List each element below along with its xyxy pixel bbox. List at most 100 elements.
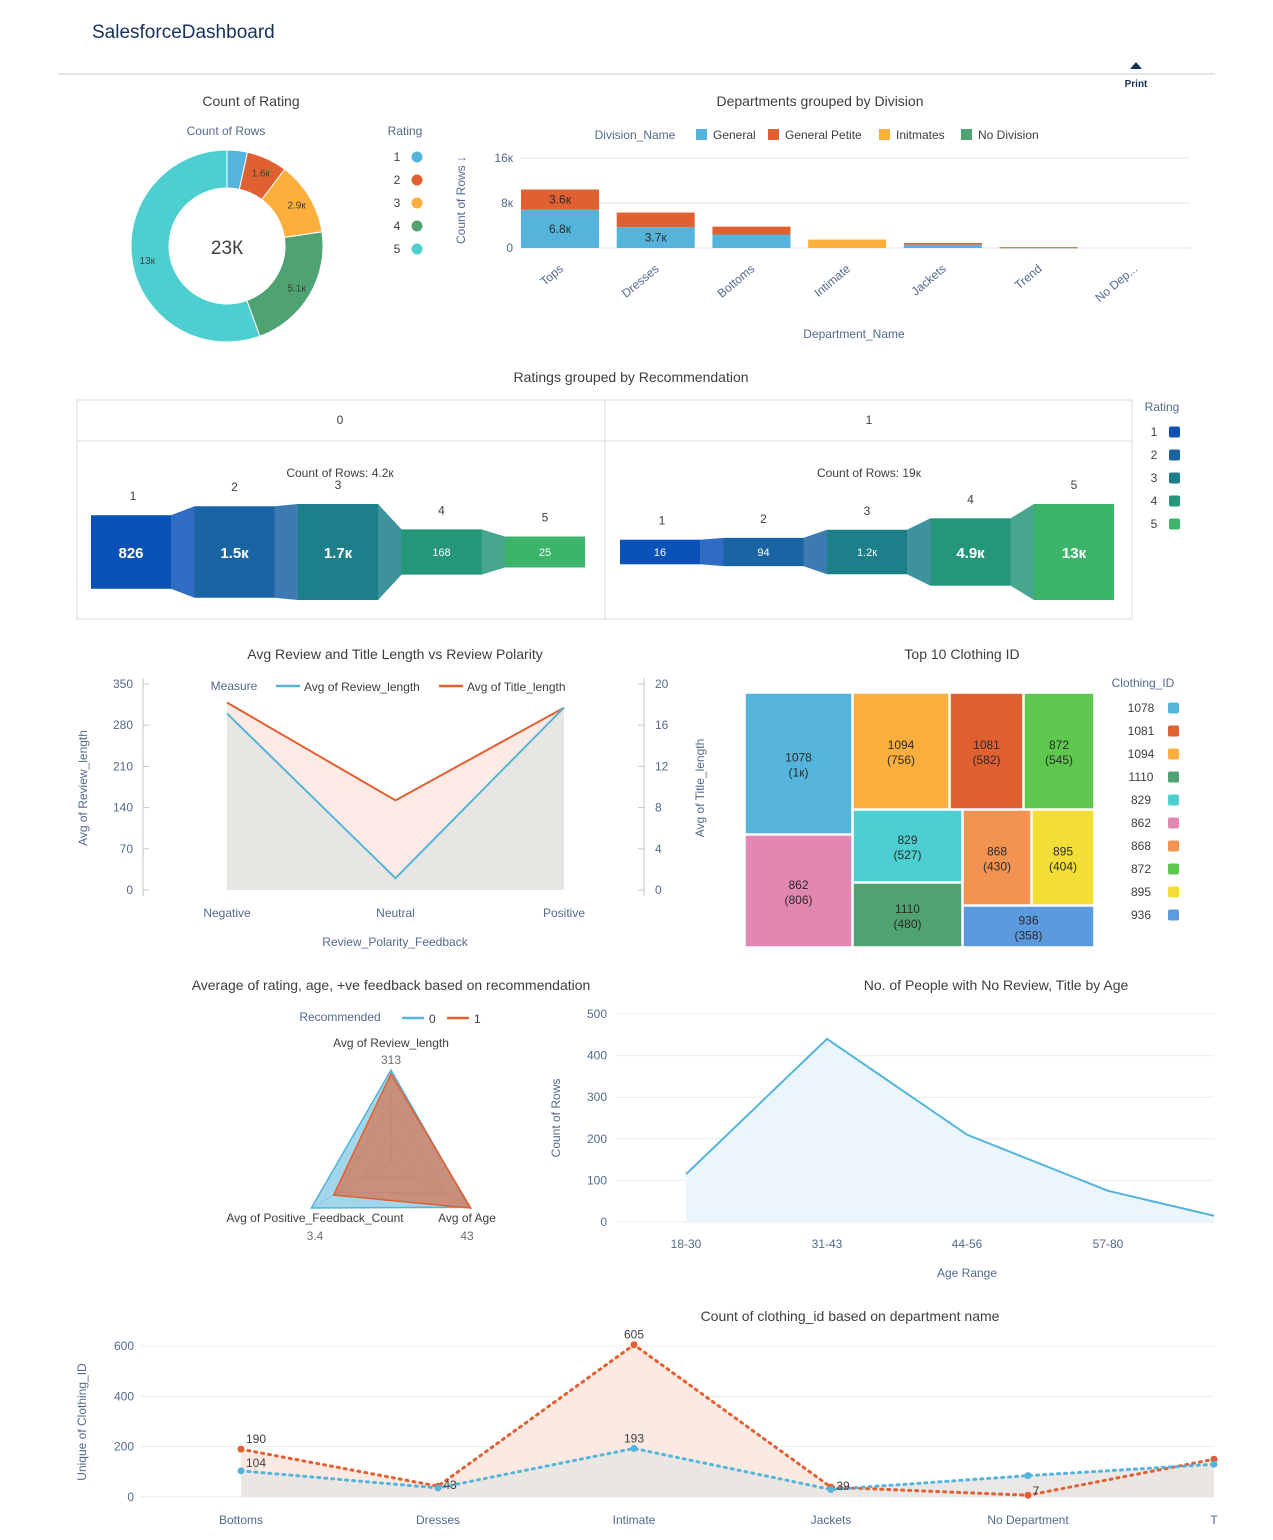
no-review-title: No. of People with No Review, Title by A… xyxy=(864,977,1129,993)
review-title-widget[interactable]: Avg Review and Title Length vs Review Po… xyxy=(76,646,707,949)
rating-legend-swatch xyxy=(411,174,423,186)
rec-legend-swatch xyxy=(1169,518,1180,530)
rating-donut-widget[interactable]: Count of Rating Count of Rows 1.6к 2.9к 5.… xyxy=(130,93,423,343)
clothing-legend-title: Clothing_ID xyxy=(1112,676,1175,690)
no-review-line xyxy=(685,1037,1215,1217)
treemap-cell-id: 1110 xyxy=(895,902,920,916)
clothing-legend-swatch xyxy=(1168,794,1179,806)
clothing-legend-label: 862 xyxy=(1131,816,1151,830)
funnel-step-4 xyxy=(401,529,482,575)
clothing-legend-swatch xyxy=(1168,748,1179,760)
review-title-x-tick: Negative xyxy=(203,906,251,920)
print-button[interactable]: Print xyxy=(1114,58,1158,98)
measure-legend-label: Avg of Review_length xyxy=(304,680,420,694)
treemap-cell-id: 862 xyxy=(788,878,808,892)
review-title-y2label: Avg of Title_length xyxy=(693,739,707,838)
division-legend-label: General xyxy=(713,128,756,142)
clothing-dept-y-tick: 200 xyxy=(114,1440,134,1454)
clothing-legend-swatch xyxy=(1168,817,1179,829)
funnel-rating-label: 3 xyxy=(335,478,342,492)
division-bars: 6.8к 3.6к 3.7к xyxy=(521,189,1078,249)
division-bar-label: 3.7к xyxy=(645,231,668,245)
donut-slices: 1.6к 2.9к 5.1к 13к xyxy=(130,149,324,343)
right-y-tick: 8 xyxy=(655,801,662,815)
no-review-widget[interactable]: No. of People with No Review, Title by A… xyxy=(549,977,1215,1280)
funnel-value-label: 25 xyxy=(539,547,551,559)
rec-legend-swatch xyxy=(1169,495,1180,507)
division-legend: General General Petite Initmates No Divisio… xyxy=(696,128,1039,142)
treemap-cell-value: (545) xyxy=(1045,753,1073,767)
division-bar-Jackets-General xyxy=(903,244,982,248)
avg-radar-widget[interactable]: Average of rating, age, +ve feedback bas… xyxy=(192,977,591,1243)
funnel-value-label: 13к xyxy=(1062,545,1087,562)
clothing-dept-x-tick: T xyxy=(1210,1513,1218,1527)
no-review-x-tick: 57-80 xyxy=(1093,1237,1124,1251)
division-y-tick: 16к xyxy=(494,151,513,165)
division-legend-label: No Division xyxy=(978,128,1039,142)
rating-legend-swatch xyxy=(411,151,423,163)
clothing-dept-ylabel: Unique of Clothing_ID xyxy=(75,1363,89,1481)
rating-legend-label: 4 xyxy=(394,219,401,233)
right-y-tick: 4 xyxy=(655,842,662,856)
division-bar-Dresses-General Petite xyxy=(616,212,695,228)
no-review-ylabel: Count of Rows xyxy=(549,1079,563,1158)
orange-series-point xyxy=(1024,1491,1032,1499)
recommended-legend-label: 0 xyxy=(429,1012,436,1026)
left-y-tick: 280 xyxy=(113,718,133,732)
clothing-dept-y-tick: 400 xyxy=(114,1389,134,1403)
clothing-dept-x-tick: Intimate xyxy=(613,1513,656,1527)
title-length-line xyxy=(226,701,565,802)
recommended-legend-title: Recommended xyxy=(299,1010,380,1024)
clothing-legend-swatch xyxy=(1168,771,1179,783)
rec-legend-title: Rating xyxy=(1145,400,1180,414)
blue-series-line xyxy=(239,1446,1216,1491)
dept-division-ylabel: Count of Rows ↓ xyxy=(454,156,468,244)
funnel-step-3 xyxy=(827,529,907,575)
division-x-tick: Trend xyxy=(1012,262,1045,293)
funnel-rating-label: 1 xyxy=(130,489,137,503)
funnel-rating-label: 4 xyxy=(438,503,445,517)
funnel-connector xyxy=(274,504,298,600)
treemap-cell-895 xyxy=(1031,809,1095,906)
radar-axis-label: Avg of Positive_Feedback_Count xyxy=(226,1211,404,1225)
rec-legend-label: 1 xyxy=(1151,425,1158,439)
rec-legend: 1 2 3 4 5 xyxy=(1151,425,1180,531)
division-x-tick: No Dep... xyxy=(1092,262,1140,305)
avg-radar-title: Average of rating, age, +ve feedback bas… xyxy=(192,977,591,993)
no-review-x-tick: 18-30 xyxy=(671,1237,702,1251)
funnel-value-label: 94 xyxy=(757,547,769,559)
measure-legend-title: Measure xyxy=(211,679,258,693)
rec-legend-swatch xyxy=(1169,426,1180,438)
orange-series-point xyxy=(630,1341,638,1349)
clothing-dept-widget[interactable]: Count of clothing_id based on department… xyxy=(75,1308,1218,1527)
no-review-y-tick: 200 xyxy=(587,1132,607,1146)
funnel-value-label: 168 xyxy=(432,547,450,559)
funnel-connector xyxy=(171,506,195,598)
rec-legend-label: 4 xyxy=(1151,494,1158,508)
donut-slice-label: 2.9к xyxy=(287,201,306,212)
treemap-cell-id: 1078 xyxy=(785,751,812,765)
funnel-panel-1: 16 1 94 2 1.2к 3 4.9к 4 13к 5 xyxy=(620,478,1114,600)
funnel-value-label: 1.5к xyxy=(220,545,249,562)
treemap-cell-id: 872 xyxy=(1049,738,1069,752)
funnel-rating-label: 4 xyxy=(967,492,974,506)
funnel-rating-label: 2 xyxy=(231,480,238,494)
division-legend-swatch xyxy=(961,129,972,140)
funnel-value-label: 826 xyxy=(118,545,143,562)
rec-legend-swatch xyxy=(1169,472,1180,484)
clothing-dept-x-tick: Bottoms xyxy=(219,1513,263,1527)
header-divider xyxy=(58,73,1215,75)
dept-division-widget[interactable]: Departments grouped by Division Division… xyxy=(454,93,1190,341)
ratings-rec-widget[interactable]: Ratings grouped by Recommendation 0 1 Co… xyxy=(76,369,1180,620)
division-y-tick: 8к xyxy=(501,196,514,210)
panel-1-count: Count of Rows: 19к xyxy=(817,466,922,480)
left-y-tick: 0 xyxy=(126,883,133,897)
clothing-legend-swatch xyxy=(1168,863,1179,875)
treemap-cell-1081 xyxy=(949,692,1024,810)
division-bar-Intimate-Initmates xyxy=(808,239,887,248)
no-review-y-tick: 0 xyxy=(600,1215,607,1229)
top-clothing-widget[interactable]: Top 10 Clothing ID 1078(1к)1094(756)1081… xyxy=(744,646,1179,948)
treemap-cell-value: (358) xyxy=(1014,929,1042,943)
blue-series-point xyxy=(630,1444,638,1452)
division-bar-Bottoms-General Petite xyxy=(712,226,791,235)
